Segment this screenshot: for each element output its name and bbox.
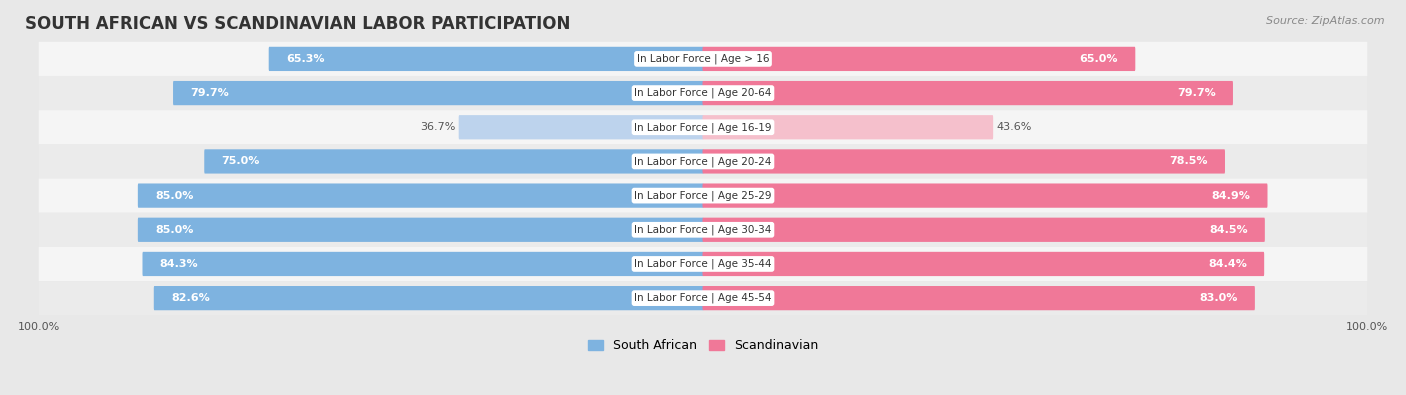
FancyBboxPatch shape [138,183,703,208]
FancyBboxPatch shape [458,115,703,139]
FancyBboxPatch shape [703,115,993,139]
Text: In Labor Force | Age 35-44: In Labor Force | Age 35-44 [634,259,772,269]
Legend: South African, Scandinavian: South African, Scandinavian [588,339,818,352]
Text: 43.6%: 43.6% [995,122,1032,132]
FancyBboxPatch shape [39,42,1367,76]
FancyBboxPatch shape [703,218,1265,242]
Text: 84.4%: 84.4% [1208,259,1247,269]
FancyBboxPatch shape [703,252,1264,276]
Text: SOUTH AFRICAN VS SCANDINAVIAN LABOR PARTICIPATION: SOUTH AFRICAN VS SCANDINAVIAN LABOR PART… [25,15,571,33]
Text: 84.5%: 84.5% [1209,225,1247,235]
FancyBboxPatch shape [39,213,1367,247]
FancyBboxPatch shape [39,281,1367,315]
Text: 85.0%: 85.0% [155,191,194,201]
FancyBboxPatch shape [703,183,1267,208]
FancyBboxPatch shape [703,149,1225,173]
Text: Source: ZipAtlas.com: Source: ZipAtlas.com [1267,16,1385,26]
Text: In Labor Force | Age 20-64: In Labor Force | Age 20-64 [634,88,772,98]
Text: 78.5%: 78.5% [1170,156,1208,166]
FancyBboxPatch shape [39,179,1367,213]
Text: In Labor Force | Age 30-34: In Labor Force | Age 30-34 [634,224,772,235]
FancyBboxPatch shape [204,149,703,173]
FancyBboxPatch shape [39,76,1367,110]
Text: In Labor Force | Age 25-29: In Labor Force | Age 25-29 [634,190,772,201]
FancyBboxPatch shape [703,81,1233,105]
FancyBboxPatch shape [39,247,1367,281]
Text: In Labor Force | Age > 16: In Labor Force | Age > 16 [637,54,769,64]
Text: 85.0%: 85.0% [155,225,194,235]
Text: In Labor Force | Age 16-19: In Labor Force | Age 16-19 [634,122,772,132]
FancyBboxPatch shape [39,144,1367,179]
Text: 84.3%: 84.3% [160,259,198,269]
FancyBboxPatch shape [39,110,1367,144]
Text: 84.9%: 84.9% [1212,191,1250,201]
FancyBboxPatch shape [142,252,703,276]
Text: In Labor Force | Age 20-24: In Labor Force | Age 20-24 [634,156,772,167]
Text: 75.0%: 75.0% [221,156,260,166]
Text: 65.3%: 65.3% [285,54,325,64]
FancyBboxPatch shape [703,286,1256,310]
Text: In Labor Force | Age 45-54: In Labor Force | Age 45-54 [634,293,772,303]
Text: 36.7%: 36.7% [420,122,456,132]
Text: 83.0%: 83.0% [1199,293,1237,303]
Text: 79.7%: 79.7% [1177,88,1216,98]
FancyBboxPatch shape [703,47,1135,71]
FancyBboxPatch shape [269,47,703,71]
FancyBboxPatch shape [153,286,703,310]
Text: 79.7%: 79.7% [190,88,229,98]
FancyBboxPatch shape [173,81,703,105]
Text: 65.0%: 65.0% [1080,54,1118,64]
FancyBboxPatch shape [138,218,703,242]
Text: 82.6%: 82.6% [172,293,209,303]
